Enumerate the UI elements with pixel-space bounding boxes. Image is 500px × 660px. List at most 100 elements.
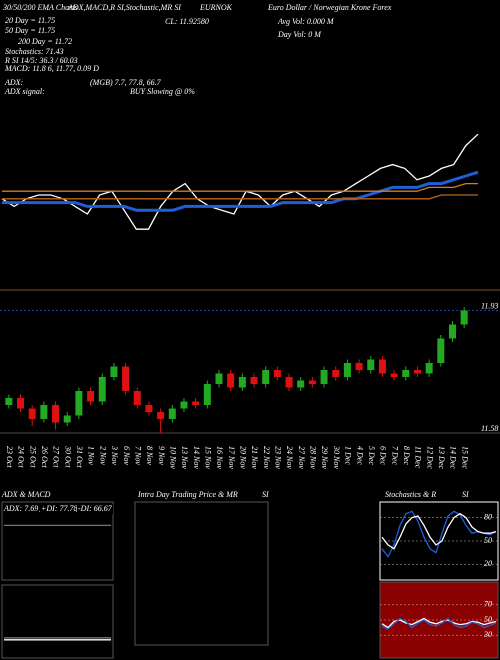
x-tick-label: 23 Nov [274, 446, 283, 469]
candle-body [28, 408, 36, 419]
header-label: EURNOK [199, 3, 233, 12]
candle-body [17, 398, 25, 409]
candle-body [343, 363, 351, 377]
x-tick-label: 28 Nov [309, 446, 318, 469]
x-tick-label: 11 Dec [414, 446, 423, 469]
series-line [2, 194, 478, 200]
panel-title: ADX & MACD [1, 490, 51, 499]
series-line [381, 617, 497, 629]
text-bg [77, 504, 113, 514]
header-label: Stochastics: 71.43 [5, 47, 64, 56]
y-tick-label: 30 [483, 630, 492, 639]
panel-title: Stochastics & R [385, 490, 436, 499]
header-label: Euro Dollar / Norwegian Krone Forex [267, 3, 392, 12]
candle-body [52, 405, 60, 423]
x-tick-label: 5 Dec [367, 446, 376, 465]
candle-body [63, 415, 71, 423]
header-label: (MGB) 7.7, 77.8, 66.7 [90, 78, 162, 87]
x-tick-label: 26 Oct [40, 446, 49, 468]
panel [1, 584, 114, 659]
candle-body [320, 370, 328, 384]
header-label: Day Vol: 0 M [277, 30, 322, 39]
x-tick-label: 13 Dec [437, 446, 446, 469]
candle-body [238, 377, 246, 388]
y-tick-label: 70 [484, 600, 492, 609]
x-tick-label: 14 Dec [449, 446, 458, 469]
y-tick-label: 50 [484, 536, 492, 545]
candle-body [378, 359, 386, 374]
header-label: CL: 11.92580 [165, 17, 209, 26]
x-tick-label: 27 Nov [297, 446, 306, 469]
candle-body [332, 370, 340, 377]
candle-body [250, 377, 258, 384]
x-tick-label: 6 Dec [379, 446, 388, 465]
series-line [2, 170, 479, 212]
y-tick-label: 11.93 [481, 301, 498, 310]
y-tick-label: 50 [484, 615, 492, 624]
candle-body [425, 363, 433, 374]
candle-body [133, 391, 141, 405]
candle-body [87, 391, 95, 402]
candle-body [168, 408, 176, 419]
y-tick-label: 20 [484, 559, 492, 568]
y-tick-label: 80 [484, 512, 492, 521]
x-tick-label: 24 Oct [17, 446, 26, 468]
candle-body [98, 377, 106, 402]
x-tick-label: 29 Nov [320, 446, 329, 469]
series-line [381, 512, 497, 550]
x-tick-label: 20 Nov [238, 446, 247, 469]
series-line [381, 617, 497, 630]
candle-body [367, 359, 375, 370]
x-tick-label: 23 Oct [5, 446, 14, 468]
x-tick-label: 25 Oct [28, 446, 37, 468]
panel-title: Intra Day Trading Price & MR [137, 490, 238, 499]
candle-body [448, 324, 456, 339]
x-tick-label: 30 Nov [332, 445, 341, 469]
x-tick-label: 8 Nov [145, 446, 154, 465]
candle-body [75, 391, 83, 416]
x-tick-label: 1 Nov [87, 446, 96, 465]
candle-body [262, 370, 270, 384]
panel-subtitle: SI [462, 490, 469, 499]
x-tick-label: 31 Oct [75, 445, 84, 468]
candle-body [40, 405, 48, 419]
candle-body [215, 373, 223, 384]
x-tick-label: 4 Dec [355, 446, 364, 465]
x-tick-label: 15 Dec [460, 446, 469, 469]
x-tick-label: 17 Nov [227, 446, 236, 469]
series-line [1, 133, 479, 230]
candle-body [402, 370, 410, 377]
header-label: R SI 14/5: 36.3 / 60.03 [4, 56, 78, 65]
y-tick-label: 11.58 [481, 424, 498, 433]
x-tick-label: 6 Nov [122, 446, 131, 465]
candle-body [390, 373, 398, 377]
x-tick-label: 27 Oct [52, 446, 61, 468]
header-label: 50 Day = 11.75 [5, 26, 55, 35]
text-bg [3, 504, 39, 514]
candle-body [203, 384, 211, 405]
indicator-text: ADX: 7.69 [3, 504, 38, 513]
x-tick-label: 12 Dec [425, 446, 434, 469]
candle-body [273, 370, 281, 377]
x-tick-label: 14 Nov [192, 446, 201, 469]
series-line [2, 182, 478, 192]
x-tick-label: 8 Dec [402, 446, 411, 465]
candle-body [192, 401, 200, 405]
x-tick-label: 1 Dec [344, 446, 353, 465]
candle-body [413, 370, 421, 374]
header-label: 200 Day = 11.72 [18, 37, 72, 46]
indicator-text: -DI: 66.67 [78, 504, 113, 513]
indicator-text: +DI: 77.78 [41, 504, 78, 513]
x-tick-label: 7 Dec [390, 446, 399, 465]
x-tick-label: 21 Nov [250, 446, 259, 469]
candle-body [145, 405, 153, 412]
candle-body [122, 366, 130, 391]
x-tick-label: 2 Nov [98, 446, 107, 465]
x-tick-label: 3 Nov [110, 445, 119, 465]
candle-body [285, 377, 293, 388]
candle-body [110, 366, 118, 377]
header-label: 20 Day = 11.75 [5, 16, 55, 25]
x-tick-label: 24 Nov [285, 446, 294, 469]
panel-subtitle: SI [262, 490, 269, 499]
